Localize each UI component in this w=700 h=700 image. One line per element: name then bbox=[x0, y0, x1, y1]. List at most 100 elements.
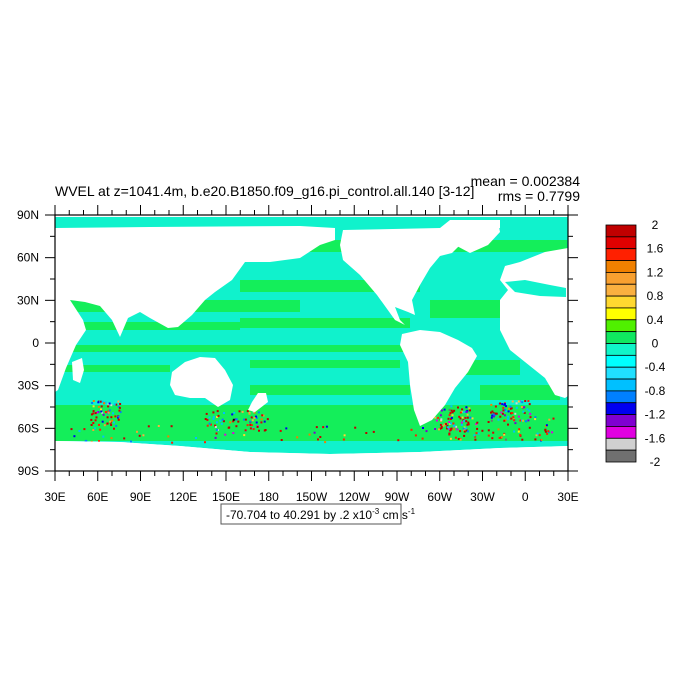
x-tick-label: 120W bbox=[339, 490, 371, 504]
field-cell bbox=[90, 418, 93, 421]
field-cell bbox=[410, 428, 413, 431]
field-cell bbox=[512, 416, 515, 419]
field-cell bbox=[253, 417, 256, 419]
field-cell bbox=[476, 421, 479, 424]
field-cell bbox=[529, 412, 532, 415]
field-cell bbox=[534, 418, 537, 421]
field-cell bbox=[451, 411, 454, 414]
land-mask bbox=[170, 357, 233, 407]
field-cell bbox=[513, 430, 516, 433]
field-cell bbox=[462, 427, 465, 430]
field-cell bbox=[212, 418, 215, 420]
colorbar-box bbox=[605, 449, 637, 463]
field-cell bbox=[434, 428, 437, 430]
range-label: -70.704 to 40.291 by .2 x10-3 cm s-1 bbox=[226, 507, 416, 522]
field-cell bbox=[460, 421, 463, 424]
colorbar-label: 1.2 bbox=[647, 265, 664, 279]
x-tick-label: 150E bbox=[212, 490, 240, 504]
field-cell bbox=[91, 402, 94, 404]
field-cell bbox=[112, 412, 114, 415]
field-cell bbox=[465, 420, 468, 423]
y-tick-label: 30N bbox=[17, 293, 39, 307]
field-cell bbox=[521, 401, 524, 404]
field-cell bbox=[210, 423, 212, 426]
field-cell bbox=[467, 430, 469, 433]
x-tick-label: 30W bbox=[470, 490, 495, 504]
field-cell bbox=[523, 406, 526, 409]
field-cell bbox=[94, 412, 97, 415]
field-cell bbox=[454, 436, 457, 439]
field-cell bbox=[548, 418, 551, 421]
field-cell bbox=[501, 412, 504, 415]
field-cell bbox=[510, 407, 513, 410]
field-cell bbox=[113, 427, 115, 430]
field-cell bbox=[215, 432, 218, 435]
field-cell bbox=[511, 400, 514, 403]
field-cell bbox=[463, 434, 466, 437]
colorbar-box bbox=[605, 283, 637, 297]
field-cell bbox=[108, 402, 111, 405]
field-cell bbox=[552, 417, 555, 420]
field-cell bbox=[465, 411, 468, 413]
field-cell bbox=[448, 414, 451, 417]
field-cell bbox=[215, 428, 218, 431]
field-cell bbox=[438, 428, 440, 431]
field-cell bbox=[546, 432, 549, 435]
field-cell bbox=[157, 425, 160, 427]
field-cell bbox=[246, 424, 249, 427]
field-cell bbox=[102, 435, 105, 438]
colorbar-box bbox=[605, 331, 637, 344]
field-cell bbox=[434, 416, 437, 419]
field-cell bbox=[534, 416, 537, 419]
field-cell bbox=[448, 408, 451, 411]
rms-label: rms = 0.7799 bbox=[498, 188, 580, 204]
field-cell bbox=[97, 401, 100, 404]
y-tick-label: 30S bbox=[18, 379, 39, 393]
field-cell bbox=[447, 426, 449, 429]
field-cell bbox=[507, 415, 510, 418]
field-cell bbox=[522, 407, 525, 410]
field-cell bbox=[477, 432, 480, 435]
field-cell bbox=[123, 437, 126, 440]
field-cell bbox=[544, 429, 547, 432]
field-cell bbox=[92, 412, 95, 415]
field-cell bbox=[504, 408, 506, 411]
field-cell bbox=[515, 406, 518, 409]
field-cell bbox=[238, 410, 241, 413]
y-tick-label: 90N bbox=[17, 208, 39, 222]
field-cell bbox=[104, 401, 107, 404]
field-cell bbox=[504, 419, 507, 422]
field-cell bbox=[216, 410, 219, 413]
field-cell bbox=[212, 411, 215, 414]
field-cell bbox=[324, 441, 327, 444]
field-cell bbox=[452, 428, 455, 431]
field-cell bbox=[453, 425, 456, 428]
field-cell bbox=[170, 425, 173, 428]
field-cell bbox=[261, 414, 264, 417]
land-mask bbox=[55, 441, 568, 471]
field-cell bbox=[491, 437, 494, 440]
field-cell bbox=[494, 405, 497, 408]
colorbar-label: -2 bbox=[650, 455, 661, 469]
field-cell bbox=[450, 422, 452, 425]
field-cell bbox=[255, 415, 257, 418]
field-cell bbox=[450, 416, 453, 419]
field-cell bbox=[105, 411, 108, 414]
field-cell bbox=[101, 400, 104, 403]
field-cell bbox=[459, 438, 462, 441]
field-cell bbox=[547, 430, 550, 433]
field-cell bbox=[99, 428, 102, 431]
field-cell bbox=[503, 433, 506, 436]
field-cell bbox=[453, 409, 456, 412]
field-cell bbox=[96, 411, 99, 414]
field-cell bbox=[446, 427, 448, 430]
y-tick-label: 60N bbox=[17, 251, 39, 265]
ocean-band bbox=[480, 385, 560, 400]
field-cell bbox=[223, 412, 225, 414]
land-mask bbox=[340, 220, 500, 325]
colorbar-label: 0.4 bbox=[647, 313, 664, 327]
field-cell bbox=[258, 429, 260, 432]
field-cell bbox=[142, 434, 145, 437]
field-cell bbox=[528, 403, 531, 406]
field-cell bbox=[459, 411, 462, 414]
